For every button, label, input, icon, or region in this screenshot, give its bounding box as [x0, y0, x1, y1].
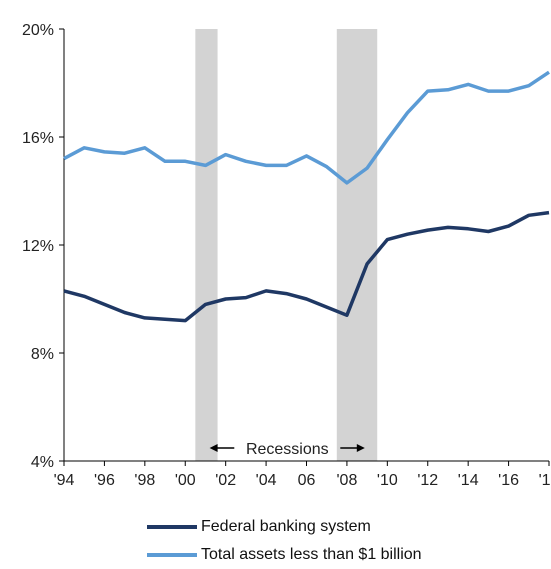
x-tick-label: 06 [298, 472, 316, 489]
recessions-arrowhead-right [356, 444, 365, 452]
legend-item-small-banks: Total assets less than $1 billion [147, 541, 422, 569]
series-lines [63, 70, 550, 323]
x-axis-ticks: '94 '96 '98 '00 '02 '04 06 '08 '10 '12 '14 '16 '18 [54, 461, 551, 489]
recession-band-2 [336, 29, 378, 461]
x-tick-label: '18 [539, 472, 551, 489]
legend-item-federal: Federal banking system [147, 513, 422, 541]
x-tick-label: '98 [134, 472, 155, 489]
recessions-label: Recessions [246, 441, 329, 458]
y-tick-label: 12% [22, 238, 54, 255]
legend-swatch-small-banks [147, 553, 197, 557]
line-chart: 4% 8% 12% 16% 20% '94 '96 '98 '00 '02 '04 06 '08 '10… [22, 22, 551, 489]
x-tick-label: '96 [94, 472, 115, 489]
x-tick-label: '02 [215, 472, 236, 489]
recession-band-1 [195, 29, 218, 461]
recessions-arrowhead-left [209, 444, 218, 452]
x-tick-label: '10 [377, 472, 398, 489]
x-tick-label: '94 [54, 472, 75, 489]
x-tick-label: '12 [417, 472, 438, 489]
y-tick-label: 20% [22, 22, 54, 39]
y-tick-label: 4% [31, 454, 54, 471]
series-line-total-assets-under-1b [63, 70, 550, 185]
series-line-federal-banking-system [63, 210, 550, 323]
recession-bands [195, 29, 378, 461]
y-tick-label: 16% [22, 130, 54, 147]
legend-label-small-banks: Total assets less than $1 billion [201, 546, 422, 563]
y-axis-ticks: 4% 8% 12% 16% 20% [22, 22, 64, 471]
y-tick-label: 8% [31, 346, 54, 363]
legend-label-federal: Federal banking system [201, 518, 371, 535]
recessions-annotation: Recessions [209, 441, 365, 458]
x-tick-label: '08 [336, 472, 357, 489]
chart-legend: Federal banking system Total assets less… [147, 513, 422, 569]
axes [63, 29, 549, 462]
x-tick-label: '00 [175, 472, 196, 489]
legend-swatch-federal [147, 525, 197, 529]
x-tick-label: '04 [256, 472, 277, 489]
x-tick-label: '14 [458, 472, 479, 489]
x-tick-label: '16 [498, 472, 519, 489]
